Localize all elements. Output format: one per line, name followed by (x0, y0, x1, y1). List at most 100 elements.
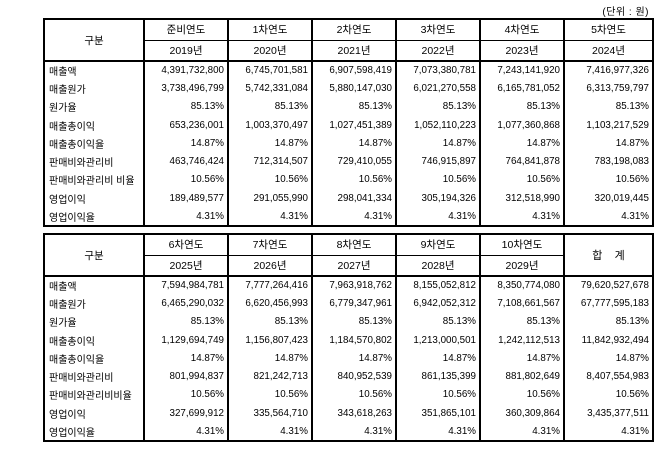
cell-value: 320,019,445 (563, 189, 654, 208)
row-label: 매출총이익 (43, 115, 145, 135)
table-row: 매출총이익율 14.87% 14.87% 14.87% 14.87% 14.87% 14.8… (43, 349, 654, 368)
corner-header: 구분 (43, 234, 145, 276)
cell-value: 840,952,539 (311, 367, 397, 386)
projection-table-years-6-10: 구분 6차연도 7차연도 8차연도 9차연도 10차연도 합 계 2025년 2026년 2027… (43, 233, 654, 442)
cell-value: 463,746,424 (143, 152, 229, 171)
cell-value: 298,041,334 (311, 189, 397, 208)
cell-value: 10.56% (563, 385, 654, 405)
cell-value: 4.31% (563, 207, 654, 226)
cell-value: 351,865,101 (395, 404, 481, 423)
column-header-year: 2025년 (143, 255, 229, 276)
cell-value: 14.87% (143, 134, 229, 153)
column-header-year: 2023년 (479, 40, 565, 61)
cell-value: 729,410,055 (311, 152, 397, 171)
cell-value: 14.87% (395, 349, 481, 368)
cell-value: 7,963,918,762 (311, 274, 397, 295)
cell-value: 1,027,451,389 (311, 115, 397, 135)
cell-value: 764,841,878 (479, 152, 565, 171)
column-header-stage: 준비연도 (143, 19, 229, 41)
row-label: 영업이익율 (43, 422, 145, 441)
cell-value: 8,350,774,080 (479, 274, 565, 295)
cell-value: 14.87% (311, 134, 397, 153)
column-header-year: 2021년 (311, 40, 397, 61)
row-label: 매출총이익율 (43, 349, 145, 368)
cell-value: 1,156,807,423 (227, 330, 313, 350)
cell-value: 7,594,984,781 (143, 274, 229, 295)
table-row: 매출액 4,391,732,800 6,745,701,581 6,907,598,4… (43, 59, 654, 80)
header-row-stage: 구분 6차연도 7차연도 8차연도 9차연도 10차연도 합 계 (43, 234, 654, 276)
cell-value: 1,103,217,529 (563, 115, 654, 135)
cell-value: 14.87% (563, 349, 654, 368)
column-header-stage: 1차연도 (227, 19, 313, 41)
cell-value: 79,620,527,678 (563, 274, 654, 295)
cell-value: 312,518,990 (479, 189, 565, 208)
cell-value: 3,738,496,799 (143, 79, 229, 98)
cell-value: 85.13% (311, 312, 397, 331)
cell-value: 4.31% (311, 207, 397, 226)
cell-value: 85.13% (479, 97, 565, 116)
column-header-total: 합 계 (563, 234, 654, 276)
cell-value: 8,155,052,812 (395, 274, 481, 295)
cell-value: 6,745,701,581 (227, 59, 313, 80)
table-row: 판매비와관리비 비율 10.56% 10.56% 10.56% 10.56% 10.56%… (43, 170, 654, 190)
table-row: 원가율 85.13% 85.13% 85.13% 85.13% 85.13% 85.13% (43, 312, 654, 331)
table-row: 판매비와관리비비율 10.56% 10.56% 10.56% 10.56% 10.56% 1… (43, 385, 654, 405)
cell-value: 10.56% (563, 170, 654, 190)
cell-value: 10.56% (311, 170, 397, 190)
row-label: 원가율 (43, 312, 145, 331)
column-header-stage: 10차연도 (479, 234, 565, 256)
cell-value: 10.56% (311, 385, 397, 405)
cell-value: 1,184,570,802 (311, 330, 397, 350)
column-header-year: 2024년 (563, 40, 654, 61)
column-header-stage: 6차연도 (143, 234, 229, 256)
corner-header: 구분 (43, 19, 145, 61)
row-label: 판매비와관리비 (43, 152, 145, 171)
cell-value: 4.31% (395, 422, 481, 441)
column-header-stage: 8차연도 (311, 234, 397, 256)
table-row: 판매비와관리비 801,994,837 821,242,713 840,952,539… (43, 367, 654, 386)
table-row: 매출원가 6,465,290,032 6,620,456,993 6,779,347,… (43, 294, 654, 313)
cell-value: 14.87% (311, 349, 397, 368)
cell-value: 1,213,000,501 (395, 330, 481, 350)
column-header-stage: 9차연도 (395, 234, 481, 256)
cell-value: 746,915,897 (395, 152, 481, 171)
cell-value: 6,779,347,961 (311, 294, 397, 313)
row-label: 매출원가 (43, 294, 145, 313)
cell-value: 10.56% (227, 385, 313, 405)
cell-value: 7,777,264,416 (227, 274, 313, 295)
cell-value: 85.13% (395, 97, 481, 116)
cell-value: 4.31% (479, 422, 565, 441)
row-label: 판매비와관리비 (43, 367, 145, 386)
table-row: 영업이익 327,699,912 335,564,710 343,618,263 351… (43, 404, 654, 423)
cell-value: 3,435,377,511 (563, 404, 654, 423)
row-label: 원가율 (43, 97, 145, 116)
cell-value: 1,077,360,868 (479, 115, 565, 135)
cell-value: 881,802,649 (479, 367, 565, 386)
row-label: 영업이익율 (43, 207, 145, 226)
cell-value: 14.87% (227, 134, 313, 153)
cell-value: 14.87% (227, 349, 313, 368)
table-row: 매출액 7,594,984,781 7,777,264,416 7,963,918,7… (43, 274, 654, 295)
cell-value: 1,003,370,497 (227, 115, 313, 135)
cell-value: 305,194,326 (395, 189, 481, 208)
row-label: 매출원가 (43, 79, 145, 98)
cell-value: 7,108,661,567 (479, 294, 565, 313)
projection-table-years-0-5: 구분 준비연도 1차연도 2차연도 3차연도 4차연도 5차연도 2019년 2020년 2021… (43, 18, 654, 227)
cell-value: 4.31% (143, 207, 229, 226)
cell-value: 85.13% (395, 312, 481, 331)
cell-value: 4,391,732,800 (143, 59, 229, 80)
cell-value: 4.31% (227, 422, 313, 441)
column-header-stage: 7차연도 (227, 234, 313, 256)
cell-value: 4.31% (395, 207, 481, 226)
cell-value: 6,021,270,558 (395, 79, 481, 98)
cell-value: 783,198,083 (563, 152, 654, 171)
header-row-stage: 구분 준비연도 1차연도 2차연도 3차연도 4차연도 5차연도 (43, 19, 654, 61)
cell-value: 10.56% (479, 170, 565, 190)
cell-value: 7,243,141,920 (479, 59, 565, 80)
cell-value: 85.13% (311, 97, 397, 116)
cell-value: 85.13% (227, 97, 313, 116)
column-header-year: 2019년 (143, 40, 229, 61)
cell-value: 335,564,710 (227, 404, 313, 423)
row-label: 매출총이익 (43, 330, 145, 350)
cell-value: 6,620,456,993 (227, 294, 313, 313)
